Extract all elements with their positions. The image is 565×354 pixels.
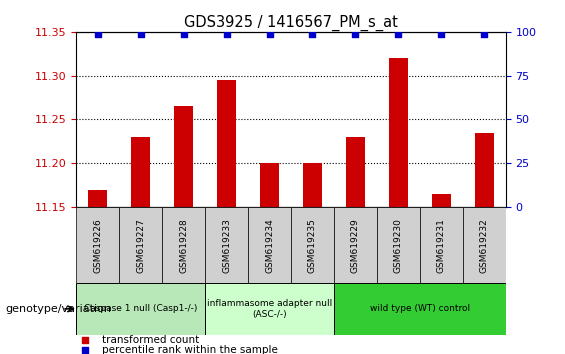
Bar [88,190,107,207]
Text: inflammasome adapter null
(ASC-/-): inflammasome adapter null (ASC-/-) [207,299,332,319]
Bar [119,207,162,283]
Point [437,31,446,36]
Bar [76,283,205,335]
Bar [291,207,334,283]
Bar [303,163,322,207]
Text: wild type (WT) control: wild type (WT) control [370,304,470,313]
Point [179,31,188,36]
Text: GSM619229: GSM619229 [351,218,360,273]
Text: GSM619232: GSM619232 [480,218,489,273]
Bar [334,283,506,335]
Text: GSM619235: GSM619235 [308,218,317,273]
Text: percentile rank within the sample: percentile rank within the sample [102,345,278,354]
Bar [162,207,205,283]
Bar [217,80,236,207]
Bar [174,106,193,207]
Text: GSM619228: GSM619228 [179,218,188,273]
Bar [205,283,334,335]
Bar [205,207,248,283]
Text: GSM619227: GSM619227 [136,218,145,273]
Point [308,31,317,36]
Bar [131,137,150,207]
Text: GSM619234: GSM619234 [265,218,274,273]
Text: GSM619226: GSM619226 [93,218,102,273]
Bar [260,163,279,207]
Bar [389,58,408,207]
Point [394,31,403,36]
Text: GSM619233: GSM619233 [222,218,231,273]
Text: GSM619231: GSM619231 [437,218,446,273]
Point [93,31,102,36]
Point [265,31,274,36]
Title: GDS3925 / 1416567_PM_s_at: GDS3925 / 1416567_PM_s_at [184,14,398,30]
Point [351,31,360,36]
Point [80,347,89,353]
Bar [334,207,377,283]
Text: genotype/variation: genotype/variation [6,304,112,314]
Text: GSM619230: GSM619230 [394,218,403,273]
Bar [432,194,451,207]
Bar [420,207,463,283]
Point [222,31,231,36]
Text: Caspase 1 null (Casp1-/-): Caspase 1 null (Casp1-/-) [84,304,197,313]
Bar [76,207,119,283]
Bar [377,207,420,283]
Point [80,337,89,343]
Bar [346,137,365,207]
Point [480,31,489,36]
Bar [248,207,291,283]
Bar [475,133,494,207]
Bar [463,207,506,283]
Text: transformed count: transformed count [102,335,199,345]
Point [136,31,145,36]
